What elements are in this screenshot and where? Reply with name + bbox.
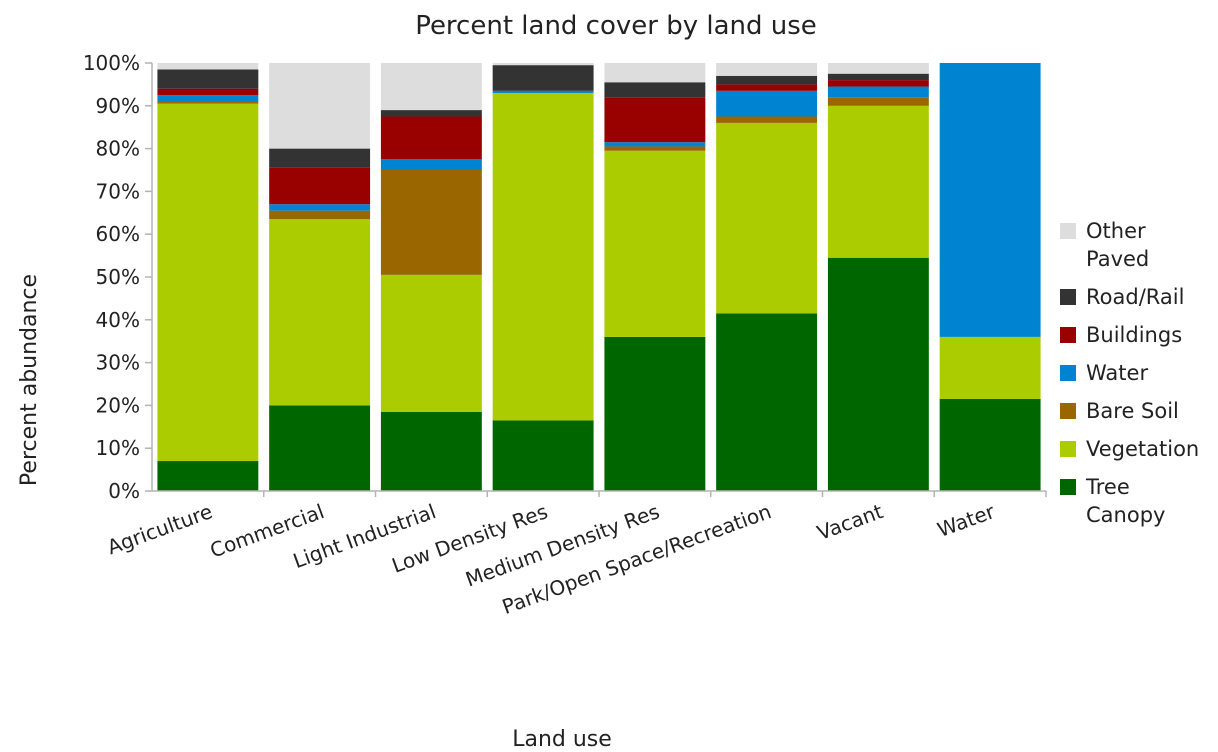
legend-label-other-paved: Other Paved: [1086, 219, 1149, 271]
bar-segment-vegetation: [716, 122, 818, 314]
bar-segment-tree-canopy: [492, 420, 594, 491]
bar-segment-water: [269, 204, 371, 211]
y-tick-label: 80%: [96, 137, 140, 161]
legend-label-bare-soil: Bare Soil: [1086, 399, 1179, 423]
bar-segment-buildings: [604, 97, 706, 143]
bar-segment-vegetation: [492, 92, 594, 421]
bar-segment-vegetation: [380, 274, 482, 412]
bar-segment-water: [716, 90, 818, 117]
bar-segment-other-paved: [380, 63, 482, 111]
bar-segment-other-paved: [827, 63, 929, 74]
bar-segment-bare-soil: [604, 146, 706, 151]
legend-swatch-buildings: [1060, 327, 1076, 343]
bar-segment-tree-canopy: [269, 405, 371, 491]
y-tick-label: 40%: [96, 308, 140, 332]
bar-segment-buildings: [380, 116, 482, 160]
bar-segment-water: [157, 95, 259, 102]
bar-segment-vegetation: [827, 105, 929, 258]
bar-segment-water: [604, 142, 706, 147]
bar-segment-road-rail: [716, 75, 818, 85]
bar-segment-vegetation: [157, 103, 259, 462]
bar-segment-buildings: [827, 80, 929, 87]
y-tick-label: 20%: [96, 393, 140, 417]
bar-segment-bare-soil: [827, 97, 929, 106]
legend-label-road-rail: Road/Rail: [1086, 285, 1184, 309]
bar-segment-road-rail: [827, 73, 929, 81]
bar-segment-road-rail: [492, 65, 594, 91]
bar-segment-road-rail: [269, 148, 371, 168]
bar-segment-other-paved: [604, 63, 706, 83]
bar-segment-bare-soil: [716, 116, 818, 123]
y-tick-label: 30%: [96, 351, 140, 375]
bar-segment-water: [939, 63, 1041, 337]
legend-swatch-vegetation: [1060, 441, 1076, 457]
y-tick-label: 100%: [83, 51, 140, 75]
bar-segment-tree-canopy: [827, 257, 929, 491]
legend-swatch-other-paved: [1060, 223, 1076, 239]
legend-label-vegetation: Vegetation: [1086, 437, 1199, 461]
y-tick-label: 90%: [96, 94, 140, 118]
bar-segment-tree-canopy: [380, 411, 482, 491]
bar-segment-other-paved: [716, 63, 818, 76]
x-tick-label: Agriculture: [104, 499, 216, 559]
chart-title: Percent land cover by land use: [415, 11, 817, 41]
bar-segment-buildings: [716, 84, 818, 91]
bars-layer: [157, 63, 1041, 491]
x-tick-label: Vacant: [814, 499, 886, 545]
legend: Other Paved Road/Rail Buildings Water Bare So…: [1060, 219, 1199, 527]
bar-segment-road-rail: [604, 82, 706, 98]
bar-segment-other-paved: [269, 63, 371, 149]
bar-segment-water: [492, 90, 594, 93]
bar-segment-road-rail: [380, 110, 482, 117]
bar-segment-tree-canopy: [157, 461, 259, 491]
y-axis: 0% 10% 20% 30% 40% 50% 60% 70% 80% 90% 100%: [83, 51, 153, 503]
bar-segment-bare-soil: [380, 170, 482, 275]
legend-label-water: Water: [1086, 361, 1148, 385]
bar-segment-tree-canopy: [716, 313, 818, 491]
legend-label-tree-canopy: Tree Canopy: [1085, 475, 1165, 527]
legend-label-buildings: Buildings: [1086, 323, 1182, 347]
y-tick-label: 10%: [96, 436, 140, 460]
bar-segment-water: [380, 159, 482, 170]
y-axis-label: Percent abundance: [17, 274, 42, 486]
bar-segment-vegetation: [604, 150, 706, 337]
bar-segment-tree-canopy: [604, 336, 706, 491]
x-axis-label: Land use: [512, 727, 612, 752]
y-tick-label: 50%: [96, 265, 140, 289]
bar-segment-vegetation: [939, 336, 1041, 399]
legend-swatch-tree-canopy: [1060, 479, 1076, 495]
bar-segment-water: [827, 86, 929, 98]
bar-segment-road-rail: [157, 69, 259, 89]
legend-swatch-water: [1060, 365, 1076, 381]
y-tick-label: 0%: [108, 479, 140, 503]
bar-segment-vegetation: [269, 219, 371, 406]
bar-segment-bare-soil: [269, 210, 371, 220]
y-tick-label: 60%: [96, 222, 140, 246]
bar-segment-tree-canopy: [939, 398, 1041, 491]
bar-segment-buildings: [269, 167, 371, 205]
legend-swatch-bare-soil: [1060, 403, 1076, 419]
y-tick-label: 70%: [96, 179, 140, 203]
bar-segment-other-paved: [157, 63, 259, 70]
bar-segment-buildings: [157, 88, 259, 96]
bar-segment-other-paved: [492, 63, 594, 66]
x-tick-label: Water: [934, 499, 998, 542]
bar-segment-bare-soil: [157, 101, 259, 104]
legend-swatch-road-rail: [1060, 289, 1076, 305]
